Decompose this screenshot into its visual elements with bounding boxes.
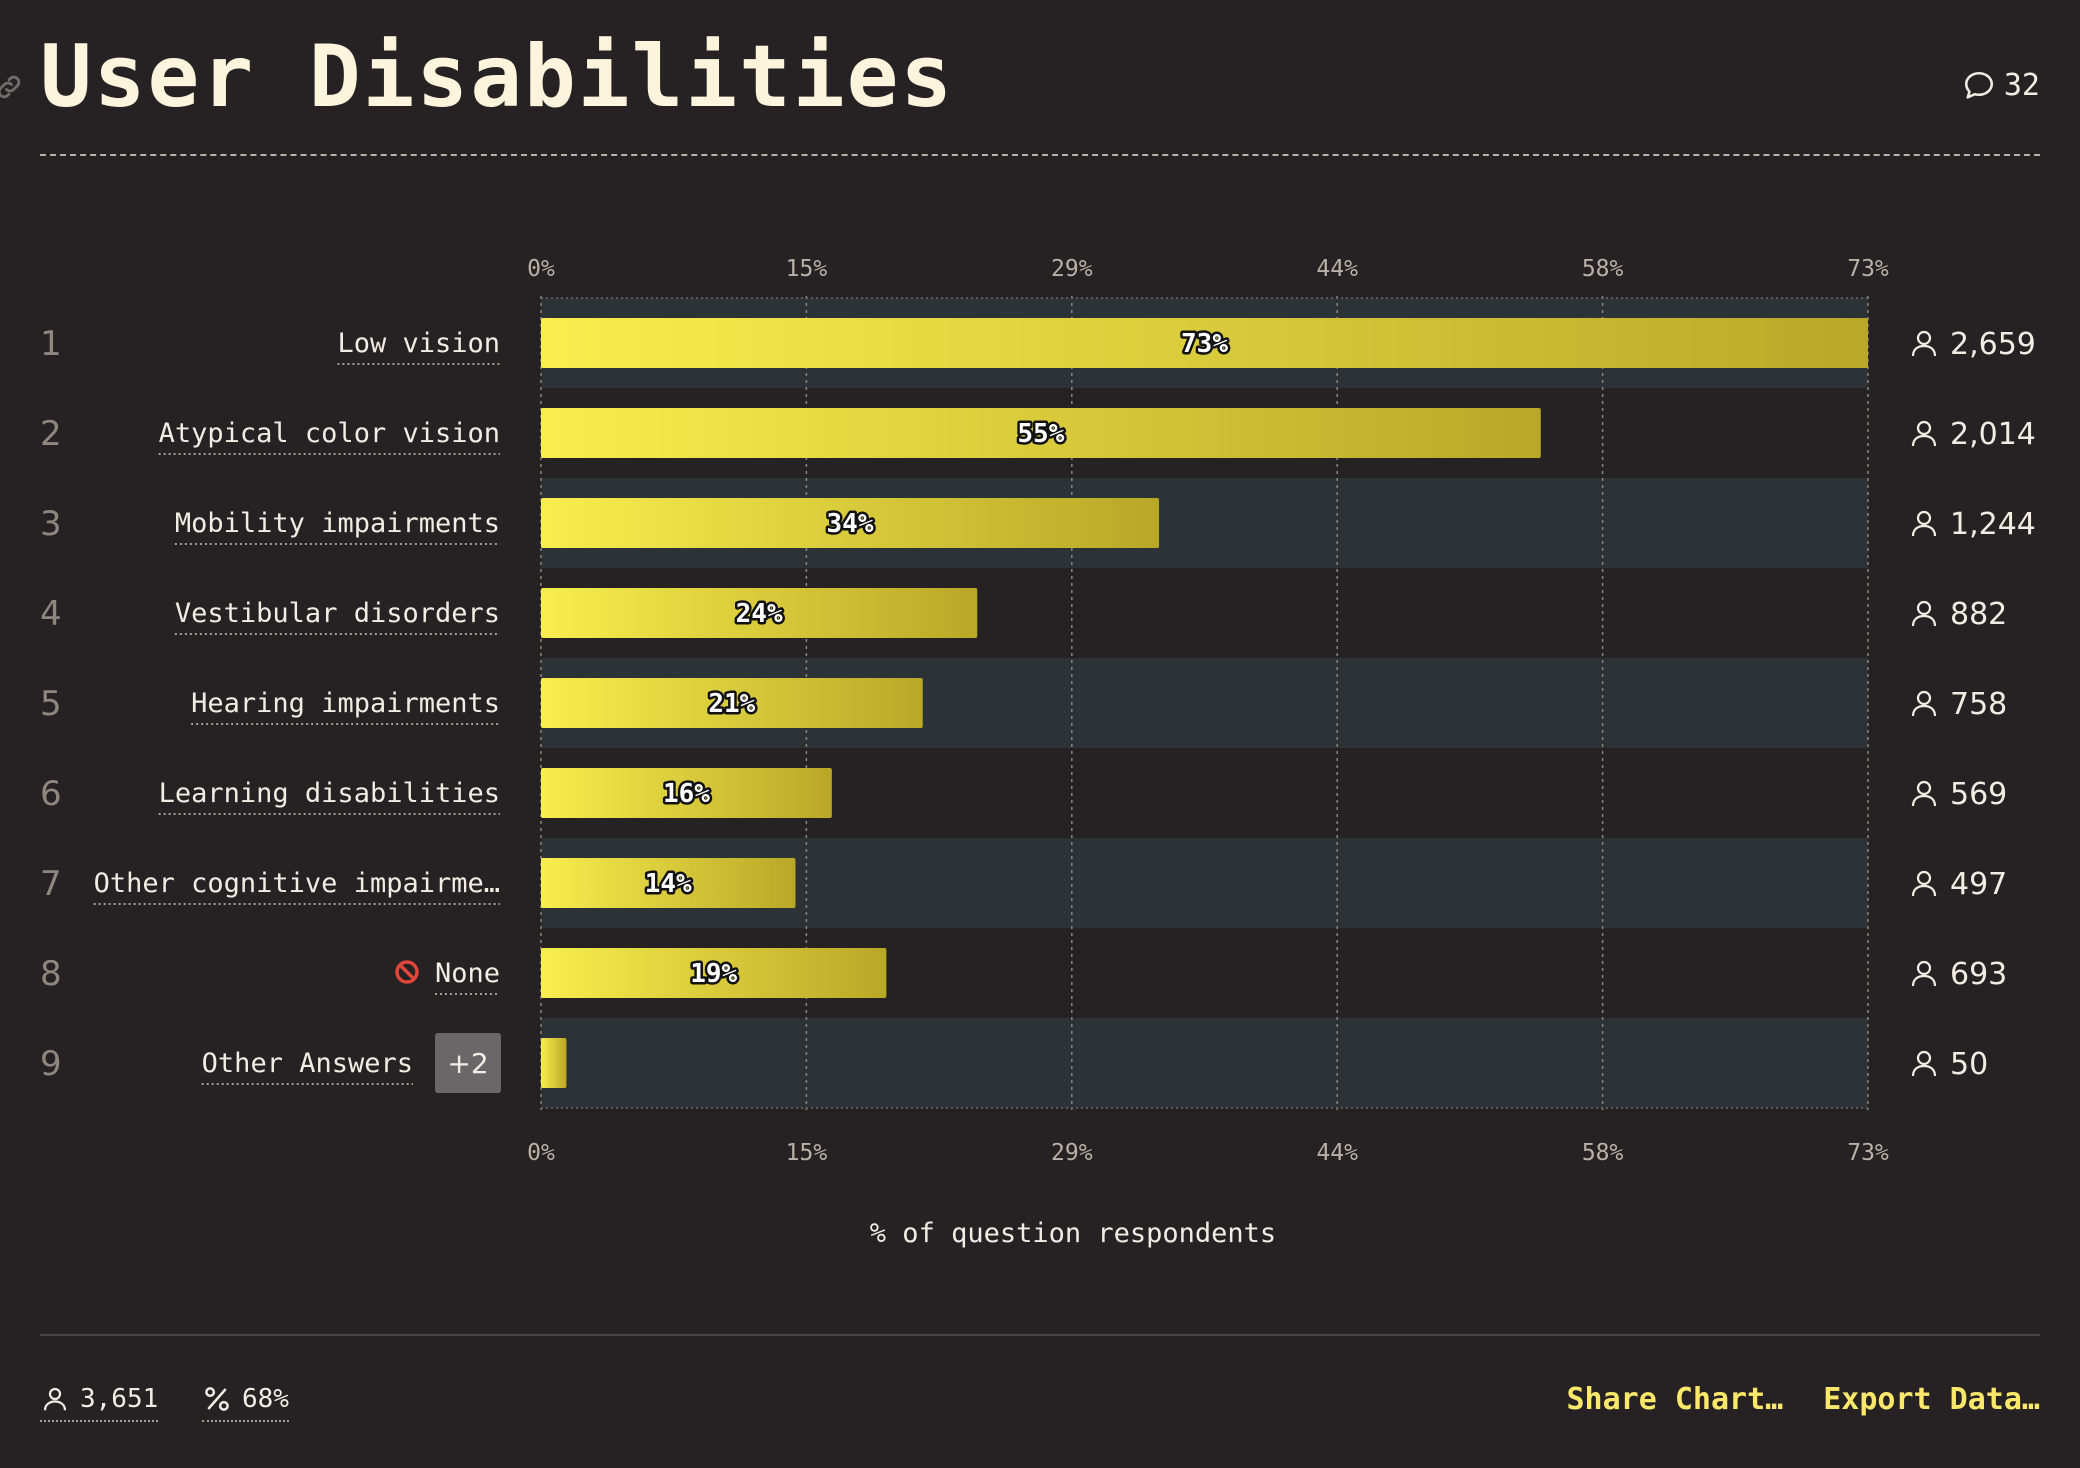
bar-value-label: 21%	[708, 689, 755, 719]
respondent-count-value: 882	[1950, 597, 2007, 632]
x-tick-label: 29%	[1051, 1140, 1093, 1166]
rank-number: 4	[40, 594, 62, 634]
respondent-count: 2,014	[1911, 417, 2036, 452]
respondent-count: 50	[1911, 1047, 1988, 1082]
bar-value-label: 14%	[645, 869, 692, 899]
user-icon	[1911, 510, 1937, 537]
bar[interactable]	[541, 588, 978, 638]
comments-button[interactable]: 32	[1962, 68, 2040, 103]
category-label[interactable]: Hearing impairments	[191, 688, 500, 719]
respondent-count-value: 2,659	[1950, 327, 2036, 362]
user-icon	[1911, 600, 1937, 627]
respondent-count: 693	[1911, 957, 2007, 992]
user-icon	[43, 1387, 67, 1411]
other-answers-badge[interactable]	[435, 1033, 501, 1093]
user-icon	[1911, 420, 1937, 447]
user-icon	[1911, 330, 1937, 357]
bar-value-label: 73%	[1181, 329, 1228, 359]
bar[interactable]	[541, 858, 796, 908]
x-axis-label: % of question respondents	[870, 1218, 1276, 1249]
category-label[interactable]: Mobility impairments	[175, 508, 500, 539]
rank-number: 7	[40, 864, 62, 904]
bar[interactable]	[541, 498, 1160, 548]
bar-value-label: 34%	[827, 509, 874, 539]
x-tick-label: 44%	[1316, 256, 1358, 282]
x-tick-label: 73%	[1847, 256, 1889, 282]
category-label[interactable]: Atypical color vision	[159, 418, 500, 449]
x-tick-label: 73%	[1847, 1140, 1889, 1166]
rank-number: 5	[40, 684, 62, 724]
bar[interactable]	[541, 1038, 567, 1088]
x-tick-label: 58%	[1582, 1140, 1624, 1166]
category-label[interactable]: None	[435, 958, 500, 989]
bar-value-label: 16%	[663, 779, 710, 809]
user-icon	[1911, 1050, 1937, 1077]
respondent-count-value: 1,244	[1950, 507, 2036, 542]
respondents-stat[interactable]: 3,651	[40, 1384, 159, 1422]
bar-value-label: 19%	[690, 959, 737, 989]
respondent-count: 569	[1911, 777, 2007, 812]
respondent-count-value: 2,014	[1950, 417, 2036, 452]
export-data-link[interactable]: Export Data…	[1823, 1382, 2040, 1417]
rank-number: 6	[40, 774, 62, 814]
user-icon	[1911, 960, 1937, 987]
category-label[interactable]: Other cognitive impairme…	[94, 868, 500, 899]
percent-stat[interactable]: 68%	[202, 1384, 289, 1422]
respondent-count-value: 569	[1950, 777, 2007, 812]
rank-number: 8	[40, 954, 62, 994]
footer-divider	[40, 1334, 2040, 1336]
rank-number: 9	[40, 1044, 62, 1084]
user-icon	[1911, 690, 1937, 717]
category-label[interactable]: Vestibular disorders	[175, 598, 500, 629]
x-tick-label: 15%	[786, 256, 828, 282]
respondent-count-value: 693	[1950, 957, 2007, 992]
respondent-count: 1,244	[1911, 507, 2036, 542]
x-tick-label: 44%	[1316, 1140, 1358, 1166]
bar[interactable]	[541, 768, 832, 818]
percent-icon	[205, 1387, 229, 1411]
page-title: User Disabilities	[40, 27, 955, 127]
share-chart-link[interactable]: Share Chart…	[1566, 1382, 1784, 1417]
bar[interactable]	[541, 318, 1868, 368]
comments-count: 32	[2003, 68, 2040, 103]
respondent-count-value: 497	[1950, 867, 2007, 902]
respondents-count: 3,651	[80, 1384, 159, 1414]
row-band	[541, 1018, 1868, 1108]
percent-value: 68%	[242, 1384, 289, 1414]
x-tick-label: 0%	[527, 1140, 555, 1166]
category-label[interactable]: Other Answers	[202, 1048, 413, 1079]
rank-number: 3	[40, 504, 62, 544]
respondent-count-value: 50	[1950, 1047, 1988, 1082]
x-tick-label: 29%	[1051, 256, 1093, 282]
user-icon	[1911, 870, 1937, 897]
bar-value-label: 24%	[736, 599, 783, 629]
other-answers-badge-count: +2	[447, 1047, 488, 1080]
user-icon	[1911, 780, 1937, 807]
rank-number: 1	[40, 324, 62, 364]
category-label[interactable]: Learning disabilities	[159, 778, 500, 809]
speech-bubble-icon	[1964, 71, 1993, 99]
x-tick-label: 58%	[1582, 256, 1624, 282]
respondent-count: 497	[1911, 867, 2007, 902]
bar-value-label: 55%	[1017, 419, 1064, 449]
bar[interactable]	[541, 408, 1541, 458]
bar[interactable]	[541, 678, 923, 728]
respondent-count-value: 758	[1950, 687, 2007, 722]
title-divider	[40, 154, 2040, 156]
rank-number: 2	[40, 414, 62, 454]
respondent-count: 882	[1911, 597, 2007, 632]
category-label[interactable]: Low vision	[337, 328, 500, 359]
link-icon[interactable]	[0, 72, 24, 102]
prohibited-icon	[395, 960, 419, 984]
respondent-count: 758	[1911, 687, 2007, 722]
x-tick-label: 0%	[527, 256, 555, 282]
bar[interactable]	[541, 948, 887, 998]
x-tick-label: 15%	[786, 1140, 828, 1166]
chart-actions: Share Chart… Export Data…	[1567, 1382, 2041, 1417]
bar-chart: 73% 1 Low vision 2,659 55% 2 Atypical color vi…	[40, 256, 2036, 1249]
respondent-count: 2,659	[1911, 327, 2036, 362]
